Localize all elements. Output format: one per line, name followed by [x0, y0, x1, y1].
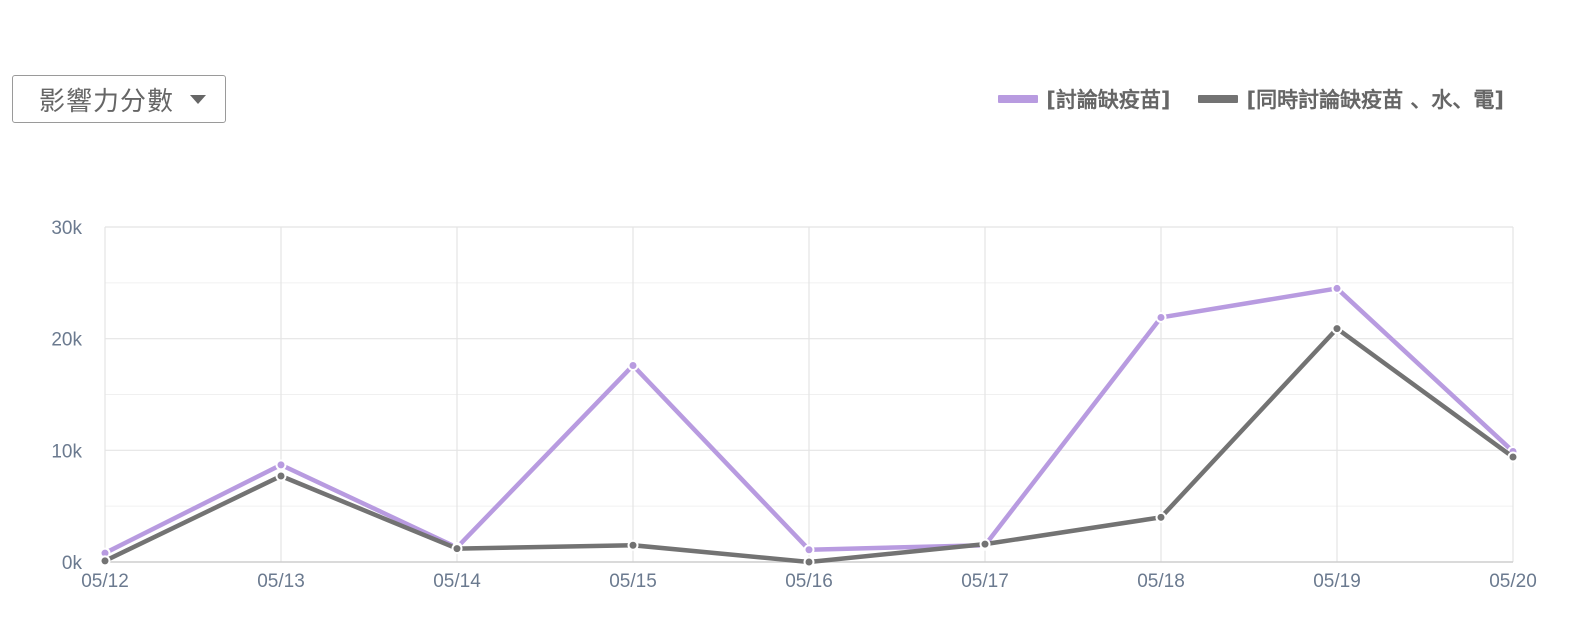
legend-label-series-1: [討論缺疫苗]	[1046, 88, 1171, 112]
y-tick-label: 20k	[51, 330, 82, 351]
legend-swatch-series-1	[998, 95, 1039, 103]
data-point	[451, 543, 463, 555]
chart-axes: 0k 10k 20k 30k 05/12 05/13 05/14 05/15 05/16 05/1…	[51, 218, 1536, 592]
metric-dropdown-label: 影響力分數	[39, 86, 175, 117]
data-point	[979, 538, 991, 550]
y-tick-label: 30k	[51, 218, 82, 239]
data-point	[627, 359, 639, 371]
data-point	[627, 539, 639, 551]
x-tick-label: 05/20	[1489, 571, 1537, 592]
y-tick-label: 0k	[62, 553, 83, 574]
x-tick-label: 05/13	[257, 571, 305, 592]
y-tick-label: 10k	[51, 441, 82, 462]
x-tick-label: 05/12	[81, 571, 129, 592]
legend-item-series-1[interactable]: [討論缺疫苗]	[998, 84, 1170, 114]
data-point	[1155, 311, 1167, 323]
chart-series	[99, 282, 1519, 568]
legend-label-series-2: [同時討論缺疫苗 、水、電]	[1246, 88, 1504, 112]
x-tick-label: 05/15	[609, 571, 657, 592]
x-tick-label: 05/16	[785, 571, 833, 592]
series-2	[99, 323, 1519, 568]
chart-grid	[104, 226, 1514, 563]
data-point	[803, 556, 815, 568]
data-point	[275, 459, 287, 471]
x-tick-label: 05/18	[1137, 571, 1185, 592]
x-tick-label: 05/14	[433, 571, 481, 592]
chart-legend: [討論缺疫苗] [同時討論缺疫苗 、水、電]	[970, 84, 1504, 114]
x-tick-label: 05/19	[1313, 571, 1361, 592]
legend-swatch-series-2	[1198, 95, 1239, 103]
data-point	[275, 470, 287, 482]
data-point	[1507, 451, 1519, 463]
legend-item-series-2[interactable]: [同時討論缺疫苗 、水、電]	[1198, 84, 1504, 114]
data-point	[1331, 323, 1343, 335]
x-tick-label: 05/17	[961, 571, 1009, 592]
data-point	[1331, 282, 1343, 294]
metric-dropdown[interactable]: 影響力分數	[12, 75, 226, 123]
chevron-down-icon	[190, 94, 207, 104]
data-point	[1155, 511, 1167, 523]
data-point	[803, 544, 815, 556]
data-point	[99, 555, 111, 567]
